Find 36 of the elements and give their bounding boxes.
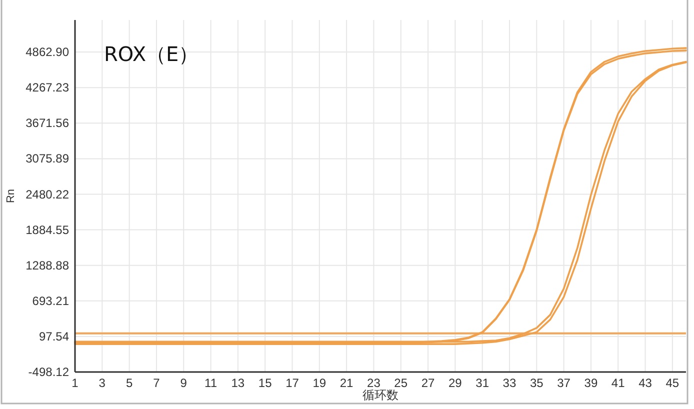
y-tick-label: 4862.90 xyxy=(26,45,70,60)
x-tick-label: 37 xyxy=(557,376,571,390)
y-tick-label: 1288.88 xyxy=(26,258,70,272)
x-tick-label: 35 xyxy=(530,376,544,390)
x-tick-label: 41 xyxy=(611,376,626,390)
x-tick-label: 21 xyxy=(340,376,354,390)
y-tick-label: 3671.56 xyxy=(26,116,70,130)
y-axis-title: Rn xyxy=(5,188,17,204)
x-tick-label: 33 xyxy=(502,376,516,390)
x-tick-label: 45 xyxy=(666,376,680,390)
y-tick-label: -498.12 xyxy=(28,365,70,379)
y-tick-label: 97.54 xyxy=(38,329,70,344)
y-tick-label: 1884.55 xyxy=(26,222,70,237)
x-tick-label: 17 xyxy=(286,376,300,390)
x-tick-label: 23 xyxy=(367,376,381,390)
x-tick-label: 27 xyxy=(421,376,436,390)
y-tick-label: 2480.22 xyxy=(26,187,70,202)
x-tick-label: 7 xyxy=(153,376,160,390)
x-tick-label: 31 xyxy=(476,376,490,390)
x-tick-label: 15 xyxy=(258,376,272,390)
x-tick-label: 19 xyxy=(312,376,326,390)
x-tick-label: 9 xyxy=(180,376,188,390)
x-tick-label: 1 xyxy=(72,376,79,390)
x-tick-label: 29 xyxy=(448,376,462,390)
y-tick-label: 4267.23 xyxy=(26,80,70,95)
x-tick-label: 3 xyxy=(98,376,106,390)
x-tick-label: 43 xyxy=(638,376,652,390)
x-tick-label: 11 xyxy=(204,376,218,390)
x-axis-title: 循环数 xyxy=(362,388,398,402)
y-tick-label: 3075.89 xyxy=(26,152,70,166)
text: ROX（E） xyxy=(104,42,199,66)
x-tick-label: 25 xyxy=(394,376,408,390)
x-tick-label: 39 xyxy=(584,376,598,390)
x-tick-label: 13 xyxy=(231,376,245,390)
x-tick-label: 5 xyxy=(126,376,133,390)
y-tick-label: 693.21 xyxy=(32,294,70,308)
